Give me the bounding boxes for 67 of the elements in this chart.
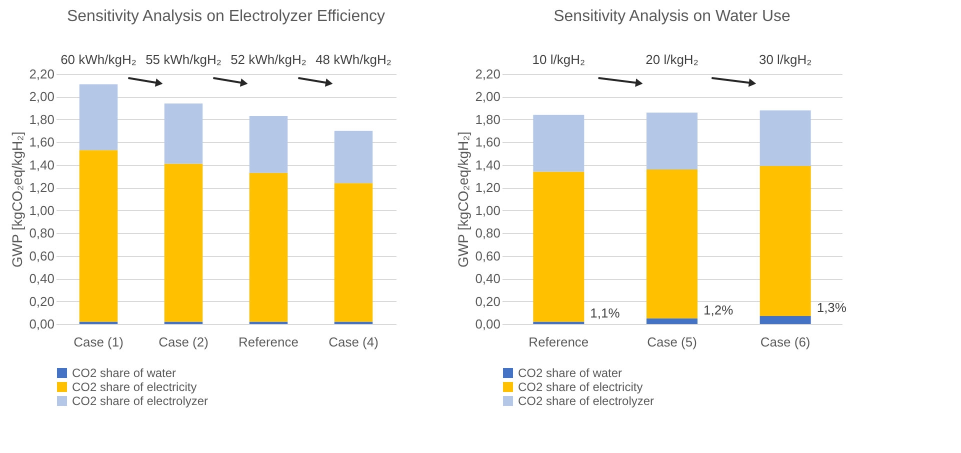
bar	[249, 172, 288, 322]
bar	[533, 114, 584, 172]
bar	[249, 116, 288, 173]
text: 20 l/kgH₂	[646, 52, 698, 67]
y-tick-label: 1,20	[475, 180, 500, 196]
y-tick-label: 0,20	[475, 294, 500, 309]
legend-label: CO2 share of electricity	[72, 380, 197, 394]
y-tick-label: 0,20	[29, 294, 54, 309]
x-tick-label: Case (2)	[158, 334, 208, 350]
legend-label: CO2 share of electrolyzer	[518, 394, 654, 408]
bar	[334, 130, 373, 184]
text: 60 kWh/kgH₂	[60, 52, 136, 67]
y-tick-label: 0,80	[475, 226, 500, 241]
y-tick-label: 1,40	[475, 157, 500, 172]
x-tick-label: Reference	[238, 334, 298, 350]
bar	[646, 318, 698, 324]
chart-title: Sensitivity Analysis on Electrolyzer Efficiency	[66, 8, 386, 25]
y-tick-label: 0,00	[475, 316, 500, 332]
legend-label: CO2 share of water	[518, 366, 622, 380]
y-tick-label: 0,60	[29, 248, 54, 264]
y-tick-label: 1,00	[29, 202, 54, 218]
annotation: 1,2%	[704, 302, 734, 318]
y-axis-title: GWP [kgCO₂eq/kgH₂]	[455, 132, 472, 268]
x-tick-label: Reference	[528, 334, 589, 350]
x-tick-label: Case (6)	[760, 334, 810, 350]
y-tick-label: 1,00	[475, 202, 500, 218]
text: 48 kWh/kgH₂	[316, 52, 392, 67]
text: 10 l/kgH₂	[532, 52, 586, 67]
text: 30 l/kgH₂	[758, 52, 812, 67]
text: 55 kWh/kgH₂	[146, 52, 222, 67]
y-tick-label: 0,60	[475, 248, 500, 264]
text: 52 kWh/kgH₂	[230, 52, 306, 67]
y-tick-label: 0,40	[475, 271, 500, 286]
bar	[646, 169, 698, 318]
bar	[646, 112, 698, 170]
annotation: 1,1%	[590, 306, 620, 321]
bar	[164, 104, 203, 164]
y-tick-label: 0,40	[29, 271, 54, 286]
y-tick-label: 1,80	[29, 112, 54, 127]
y-tick-label: 0,80	[29, 226, 54, 241]
y-tick-label: 2,00	[29, 89, 54, 104]
x-tick-label: Case (5)	[647, 334, 697, 350]
legend-label: CO2 share of electricity	[518, 380, 643, 394]
bar	[79, 150, 118, 322]
y-tick-label: 1,60	[29, 134, 54, 150]
y-tick-label: 1,20	[29, 180, 54, 196]
y-axis-title: GWP [kgCO₂eq/kgH₂]	[9, 132, 26, 268]
x-tick-label: Case (4)	[328, 334, 378, 350]
y-tick-label: 2,20	[29, 66, 54, 82]
y-tick-label: 1,40	[29, 157, 54, 172]
y-tick-label: 1,80	[475, 112, 500, 127]
annotation: 1,3%	[816, 300, 847, 316]
bar	[533, 172, 584, 322]
x-tick-label: Case (1)	[74, 334, 124, 350]
legend-label: CO2 share of electrolyzer	[72, 394, 208, 408]
y-tick-label: 0,00	[29, 316, 54, 332]
bar	[760, 316, 811, 324]
bar	[760, 166, 811, 316]
y-tick-label: 2,20	[475, 66, 500, 82]
legend-label: CO2 share of water	[72, 366, 176, 380]
bar	[79, 84, 118, 150]
bar	[164, 164, 203, 322]
bar	[334, 183, 373, 322]
y-tick-label: 1,60	[475, 134, 500, 150]
chart-title: Sensitivity Analysis on Water Use	[554, 8, 791, 25]
bar	[760, 110, 811, 166]
y-tick-label: 2,00	[475, 89, 500, 104]
